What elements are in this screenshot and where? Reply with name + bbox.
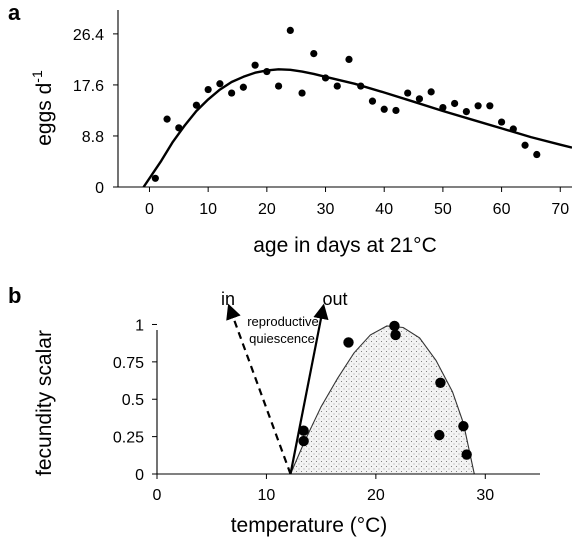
panel-b-data-point (343, 337, 354, 348)
panel-a-y-axis: 0 8.8 17.6 26.4 (73, 10, 119, 197)
panel-a-data-point (486, 102, 494, 110)
panel-a-data-point (151, 174, 159, 182)
panel-a-fitted-curve (142, 68, 572, 188)
panel-a-data-point (497, 118, 506, 126)
panel-b-x-tick-label: 20 (367, 487, 385, 504)
panel-b-observations (298, 320, 472, 460)
panel-b-y-tick-label: 0 (135, 467, 144, 484)
panel-b-data-point (434, 429, 445, 441)
annotation-reproductive: reproductive (247, 314, 319, 329)
annotation-quiescence: quiescence (249, 331, 315, 346)
panel-b-data-point (461, 449, 472, 460)
panel-b-y-tick-label: 0.75 (113, 355, 144, 372)
panel-a-fitted-line (142, 68, 572, 188)
panel-a-x-tick-label: 70 (551, 201, 569, 218)
panel-a-data-point (204, 85, 212, 94)
panel-b-y-label: fecundity scalar (33, 330, 56, 476)
panel-a-data-point (439, 103, 447, 112)
panel-b-arrow-out (289, 303, 329, 475)
panel-a-data-point (533, 150, 541, 159)
panel-a-y-label: eggs d-1 (29, 70, 56, 146)
panel-a-x-tick-label: 20 (258, 201, 276, 218)
panel-b-x-tick-label: 0 (153, 487, 162, 504)
panel-a-x-tick-label: 30 (317, 201, 335, 218)
panel-b-y-tick-label: 0.25 (113, 430, 144, 447)
panel-b-y-tick-label: 1 (135, 317, 144, 334)
panel-b-fecundity-curve (289, 325, 475, 475)
annotation-out: out (322, 289, 347, 309)
panel-a-x-tick-label: 0 (145, 201, 154, 218)
panel-a-y-tick-label: 0 (95, 180, 104, 197)
panel-b-data-point (390, 329, 401, 341)
panel-a-data-point (192, 101, 201, 109)
panel-a-data-point (415, 95, 424, 103)
panel-a-label: a (8, 0, 21, 25)
panel-a-data-point (474, 102, 482, 110)
panel-a-data-point (462, 108, 470, 116)
panel-a-y-label-sup: -1 (29, 70, 45, 83)
panel-a-data-point (263, 67, 271, 76)
panel-a-data-point (251, 61, 259, 69)
panel-a-data-point (216, 80, 224, 88)
panel-a-data-point (357, 82, 365, 90)
panel-a-data-point (175, 124, 183, 132)
panel-b-label: b (8, 283, 21, 308)
panel-a-observations (151, 26, 541, 182)
panel-a-x-tick-label: 40 (375, 201, 393, 218)
panel-a-y-tick-label: 8.8 (82, 129, 104, 146)
panel-a-y-tick-label: 26.4 (73, 27, 104, 44)
panel-a-data-point (392, 106, 400, 115)
panel-b-data-point (389, 320, 400, 332)
panel-a-data-point (427, 88, 435, 96)
panel-a-data-point (521, 141, 529, 149)
panel-b-shaded-region (289, 325, 475, 475)
panel-a-data-point (368, 97, 377, 105)
panel-a-x-tick-label: 60 (493, 201, 511, 218)
panel-a-x-tick-label: 10 (199, 201, 217, 218)
panel-a-y-label-main: eggs d (33, 83, 56, 146)
panel-a-data-point (239, 83, 247, 91)
panel-a-data-point (380, 105, 388, 113)
panel-a-x-tick-label: 50 (434, 201, 452, 218)
panel-b-arrows (226, 303, 329, 475)
panel-a-data-point (333, 82, 341, 90)
panel-a: a 0 10 20 30 40 50 60 70 0 8.8 17.6 26.4 age in da… (8, 0, 572, 257)
panel-b-arrow-in (226, 303, 292, 475)
panel-a-data-point (345, 55, 353, 64)
panel-a-x-label: age in days at 21°C (253, 234, 437, 257)
panel-b-y-axis: 0 0.25 0.5 0.75 1 (113, 317, 158, 484)
panel-a-data-point (286, 26, 294, 34)
panel-a-data-point (274, 82, 283, 90)
panel-a-data-point (228, 89, 236, 97)
panel-a-data-point (321, 74, 330, 82)
panel-a-data-point (451, 99, 459, 108)
panel-b-data-point (298, 425, 309, 436)
panel-b-x-axis: 0 10 20 30 (153, 473, 540, 504)
panel-a-data-point (163, 115, 171, 123)
panel-a-y-tick-label: 17.6 (73, 78, 104, 95)
panel-a-data-point (298, 89, 306, 97)
panel-b-x-label: temperature (°C) (231, 514, 388, 537)
annotation-in: in (221, 289, 235, 309)
panel-b-y-tick-label: 0.5 (122, 392, 144, 409)
panel-a-x-axis: 0 10 20 30 40 50 60 70 (118, 186, 572, 218)
panel-b-data-point (458, 420, 469, 432)
panel-b-x-tick-label: 10 (258, 487, 276, 504)
panel-a-data-point (404, 89, 412, 97)
panel-b-data-point (298, 435, 309, 447)
panel-b-data-point (435, 377, 446, 388)
panel-b: b 0 10 20 30 0 0.25 0.5 0.75 1 in out reproduct… (8, 283, 540, 537)
panel-a-data-point (310, 50, 318, 58)
panel-b-x-tick-label: 30 (476, 487, 494, 504)
panel-a-data-point (509, 125, 517, 133)
